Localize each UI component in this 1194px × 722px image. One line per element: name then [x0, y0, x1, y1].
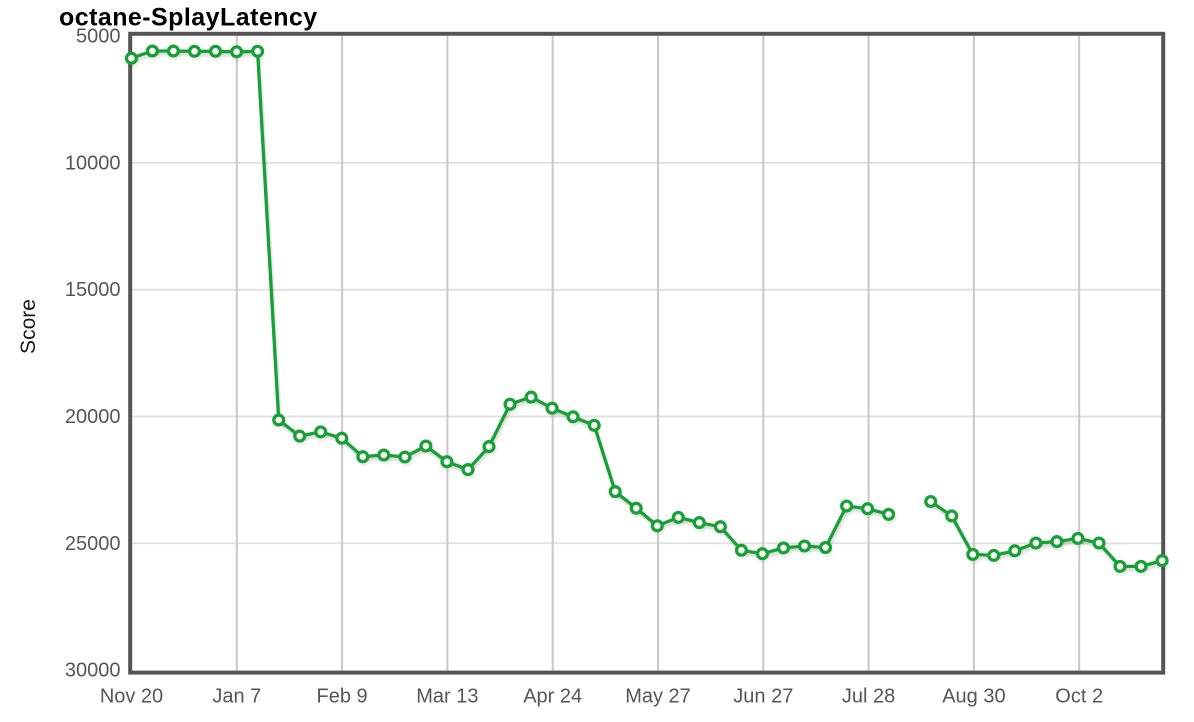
svg-text:Mar 13: Mar 13 — [416, 686, 478, 708]
svg-text:Score: Score — [17, 299, 40, 354]
svg-text:Nov 20: Nov 20 — [100, 686, 163, 708]
svg-text:10000: 10000 — [65, 152, 121, 174]
svg-text:Jul 28: Jul 28 — [842, 686, 895, 708]
svg-text:Apr 24: Apr 24 — [523, 686, 582, 708]
svg-text:5000: 5000 — [76, 26, 121, 48]
svg-text:octane-SplayLatency: octane-SplayLatency — [59, 4, 318, 32]
svg-text:Oct 2: Oct 2 — [1055, 686, 1103, 708]
svg-text:Jun 27: Jun 27 — [733, 686, 793, 708]
svg-text:Jan 7: Jan 7 — [212, 686, 261, 708]
svg-text:May 27: May 27 — [625, 686, 691, 708]
svg-text:20000: 20000 — [65, 406, 121, 428]
svg-text:25000: 25000 — [65, 533, 121, 555]
svg-text:30000: 30000 — [65, 660, 121, 682]
svg-text:Feb 9: Feb 9 — [317, 686, 368, 708]
svg-text:Aug 30: Aug 30 — [942, 686, 1005, 708]
svg-text:15000: 15000 — [65, 279, 121, 301]
